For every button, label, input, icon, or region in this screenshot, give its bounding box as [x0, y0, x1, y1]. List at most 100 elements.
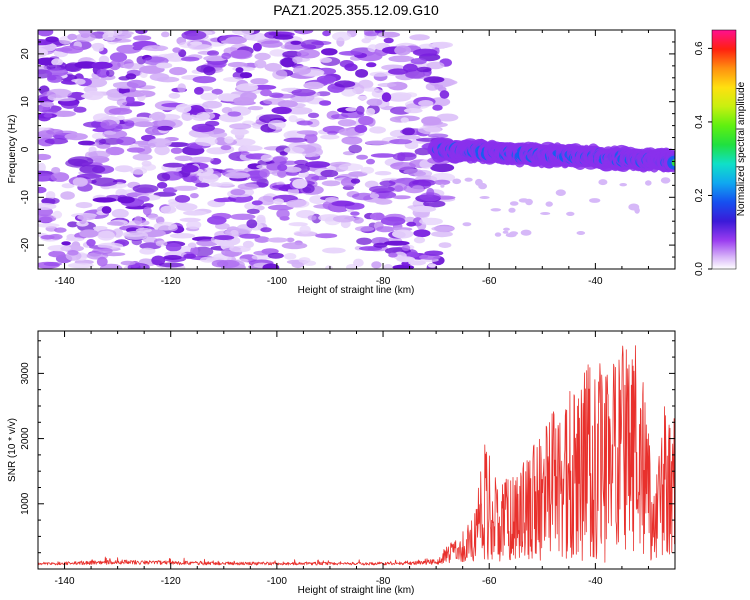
heatmap-noise-blob [293, 65, 311, 75]
heatmap-noise-blob [292, 178, 308, 189]
heatmap-noise-blob [366, 158, 375, 165]
heatmap-noise-blob [43, 113, 53, 118]
heatmap-noise-blob [404, 216, 416, 223]
heatmap-noise-blob [91, 177, 118, 187]
heatmap-noise-blob [109, 52, 128, 63]
heatmap-noise-blob [229, 229, 239, 238]
heatmap-noise-blob [38, 153, 52, 161]
heatmap-noise-blob [220, 145, 232, 151]
heatmap-noise-blob [151, 255, 166, 266]
heatmap-x-tick-label: -40 [588, 276, 603, 287]
heatmap-signal-blob [502, 230, 509, 234]
heatmap-noise-blob [259, 169, 270, 178]
heatmap-noise-blob [417, 125, 442, 135]
heatmap-noise-blob [338, 163, 364, 171]
heatmap-noise-blob [224, 172, 251, 179]
heatmap-noise-blob [288, 222, 308, 227]
snr-x-tick-label: -100 [267, 576, 287, 587]
heatmap-noise-blob [163, 255, 182, 260]
heatmap-signal-blob [545, 201, 553, 207]
heatmap-noise-blob [418, 100, 434, 107]
heatmap-x-tick-label: -140 [55, 276, 75, 287]
heatmap-noise-blob [100, 119, 118, 130]
heatmap-signal-blob [667, 155, 675, 170]
heatmap-noise-blob [405, 70, 431, 80]
heatmap-noise-blob [430, 172, 456, 183]
heatmap-noise-blob [273, 198, 284, 205]
heatmap-noise-blob [269, 49, 287, 57]
heatmap-noise-blob [350, 211, 360, 216]
heatmap-y-tick-labels: -20 -10 0 10 20 [20, 48, 31, 252]
heatmap-noise-blob [175, 203, 198, 211]
heatmap-noise-blob [161, 31, 170, 38]
heatmap-noise-blob [345, 107, 358, 112]
heatmap-noise-blob [45, 191, 56, 200]
heatmap-noise-blob [117, 196, 135, 204]
heatmap-noise-blob [358, 79, 374, 89]
snr-y-tick-label: 1000 [20, 492, 31, 515]
heatmap-noise-blob [179, 217, 201, 222]
heatmap-noise-blob [203, 55, 228, 62]
heatmap-noise-blob [205, 120, 220, 127]
heatmap-noise-blob [154, 145, 170, 156]
heatmap-noise-blob [157, 118, 183, 129]
heatmap-noise-blob [157, 125, 173, 131]
heatmap-noise-blob [156, 76, 180, 83]
heatmap-x-axis-label: Height of straight line (km) [298, 285, 415, 296]
heatmap-noise-blob [174, 155, 193, 162]
heatmap-noise-blob [155, 240, 168, 247]
heatmap-noise-blob [147, 214, 159, 220]
heatmap-noise-blob [142, 45, 169, 52]
heatmap-noise-blob [109, 60, 121, 71]
heatmap-signal-blob [490, 208, 502, 212]
heatmap-noise-blob [288, 115, 298, 123]
heatmap-noise-blob [436, 113, 459, 122]
heatmap-frame [37, 29, 676, 270]
heatmap-noise-blob [373, 242, 388, 248]
heatmap-noise-blob [158, 262, 184, 268]
heatmap-noise-blob [404, 108, 423, 114]
heatmap-noise-blob [411, 205, 437, 213]
heatmap-signal-blob [576, 231, 586, 235]
heatmap-noise-blob [290, 40, 302, 45]
heatmap-signal-blob [440, 184, 445, 188]
heatmap-noise-blob [165, 242, 182, 252]
heatmap-noise-blob [156, 182, 168, 189]
heatmap-noise-blob [233, 96, 254, 105]
heatmap-noise-blob [311, 175, 328, 181]
heatmap-noise-blob [147, 143, 156, 148]
heatmap-noise-blob [54, 227, 67, 233]
heatmap-noise-blob [189, 156, 214, 163]
heatmap-signal-blob [479, 196, 490, 199]
heatmap-noise-blob [369, 193, 380, 199]
heatmap-noise-blob [88, 150, 111, 159]
heatmap-noise-blob [355, 69, 369, 78]
heatmap-noise-blob [151, 111, 166, 122]
heatmap-noise-blob [230, 138, 256, 147]
heatmap-noise-blob [169, 67, 188, 76]
heatmap-noise-blob [188, 242, 197, 249]
heatmap-noise-blob [404, 92, 418, 98]
colorbar-tick-label: 0.6 [694, 41, 705, 55]
heatmap-noise-blob [75, 202, 93, 209]
heatmap-noise-blob [97, 242, 124, 249]
heatmap-signal-blob [589, 198, 601, 203]
heatmap-noise-blob [251, 200, 263, 206]
heatmap-noise-blob [116, 98, 128, 107]
heatmap-noise-blob [357, 95, 368, 101]
heatmap-noise-blob [168, 92, 181, 99]
heatmap-noise-blob [195, 182, 210, 188]
heatmap-noise-blob [394, 185, 404, 192]
heatmap-noise-blob [103, 30, 123, 36]
heatmap-noise-blob [332, 31, 352, 42]
heatmap-noise-blob [114, 165, 134, 173]
heatmap-noise-blob [38, 186, 47, 194]
heatmap-noise-blob [110, 38, 132, 43]
heatmap-noise-blob [67, 221, 79, 228]
heatmap-noise-blob [235, 67, 244, 73]
heatmap-noise-blob [350, 178, 361, 184]
heatmap-noise-blob [111, 208, 129, 219]
heatmap-noise-blob [319, 77, 335, 85]
heatmap-noise-blob [213, 235, 235, 241]
